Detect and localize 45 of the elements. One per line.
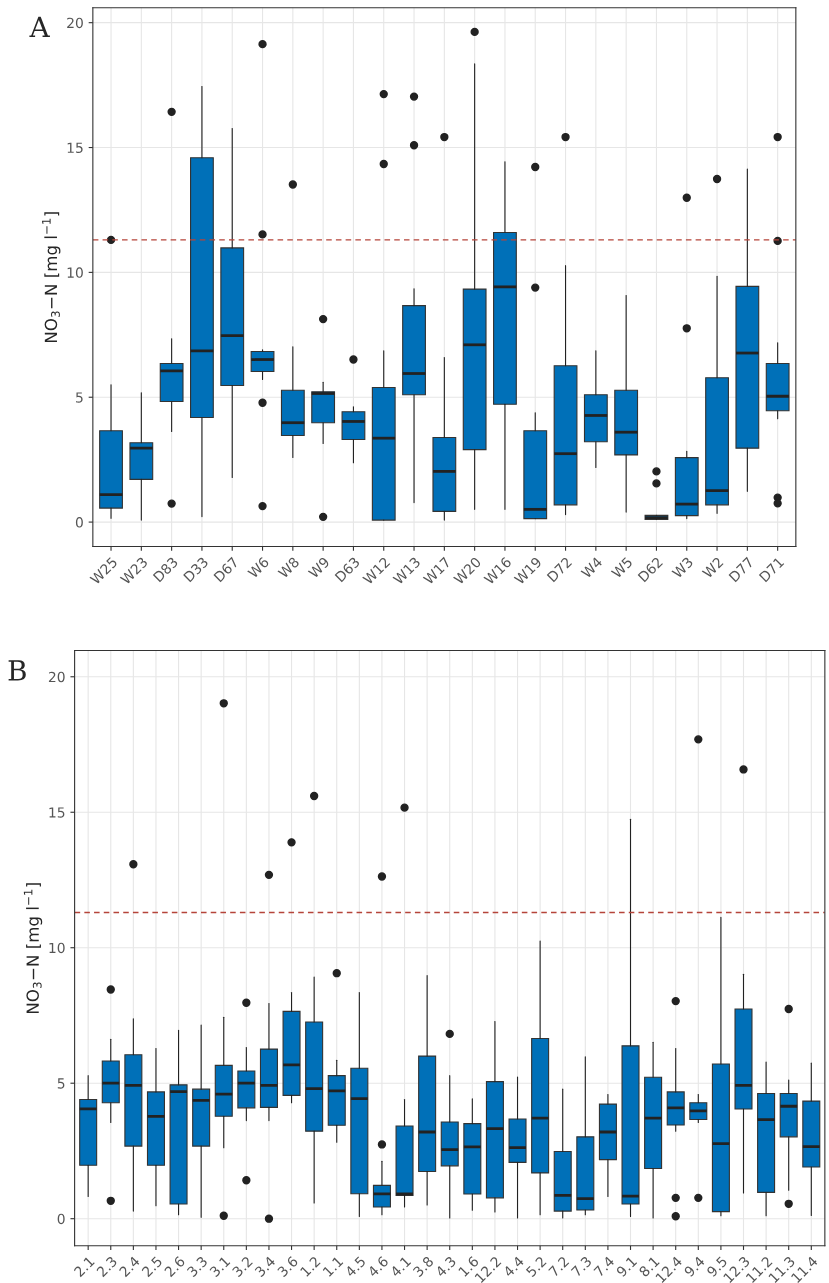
x-tick-label: 3.2 <box>231 1255 253 1278</box>
y-tick-label: 20 <box>67 17 83 29</box>
y-axis-title: NO$_{3}$−N [mg l$^{−1}$] <box>42 212 61 342</box>
y-axis-title: NO$_{3}$−N [mg l$^{−1}$] <box>23 883 43 1013</box>
x-tick-label: 3.4 <box>254 1255 276 1278</box>
y-tick-label: 5 <box>57 1078 65 1089</box>
x-tick-label: 2.3 <box>96 1255 118 1278</box>
y-tick-label: 15 <box>49 807 65 818</box>
x-tick-label: 9.4 <box>683 1255 706 1278</box>
x-tick-label: 3.6 <box>276 1255 299 1278</box>
x-tick-label: 2.6 <box>163 1255 186 1278</box>
x-tick-label: 1.1 <box>322 1256 344 1277</box>
x-tick-label: 4.6 <box>366 1255 389 1278</box>
x-tick-label: 1.2 <box>299 1255 321 1277</box>
x-tick-label: W8 <box>277 556 300 579</box>
x-tick-label: 4.5 <box>344 1255 367 1278</box>
y-tick-label: 20 <box>48 671 65 683</box>
y-tick-label: 5 <box>76 392 83 403</box>
x-tick-label: 3.3 <box>186 1255 208 1278</box>
text: A <box>29 16 50 37</box>
x-tick-label: 9.1 <box>615 1255 638 1278</box>
x-tick-label: 4.1 <box>389 1256 412 1278</box>
x-tick-label: W2 <box>701 556 724 579</box>
x-tick-label: 7.2 <box>548 1255 570 1278</box>
x-tick-label: 2.5 <box>141 1255 163 1278</box>
y-tick-label: 0 <box>75 517 83 528</box>
x-tick-label: W3 <box>671 556 694 579</box>
x-tick-label: 7.3 <box>570 1255 593 1278</box>
y-tick-label: 15 <box>67 142 83 154</box>
x-tick-label: 3.1 <box>209 1255 231 1278</box>
y-tick-label: 10 <box>49 942 65 954</box>
y-tick-label: 10 <box>67 267 83 278</box>
y-tick-label: 0 <box>57 1213 65 1225</box>
x-tick-label: 7.4 <box>593 1255 615 1278</box>
text: B <box>8 660 26 681</box>
x-tick-label: W4 <box>580 556 603 579</box>
x-tick-label: 2.4 <box>118 1255 141 1278</box>
x-tick-label: 5.2 <box>525 1255 547 1278</box>
x-tick-label: 4.4 <box>502 1255 525 1278</box>
x-tick-label: 3.8 <box>412 1255 435 1278</box>
x-tick-label: 4.3 <box>434 1255 457 1278</box>
x-tick-label: W5 <box>610 556 633 579</box>
x-tick-label: W6 <box>247 556 270 579</box>
x-tick-label: 2.1 <box>73 1255 95 1278</box>
x-tick-label: W9 <box>307 556 331 579</box>
